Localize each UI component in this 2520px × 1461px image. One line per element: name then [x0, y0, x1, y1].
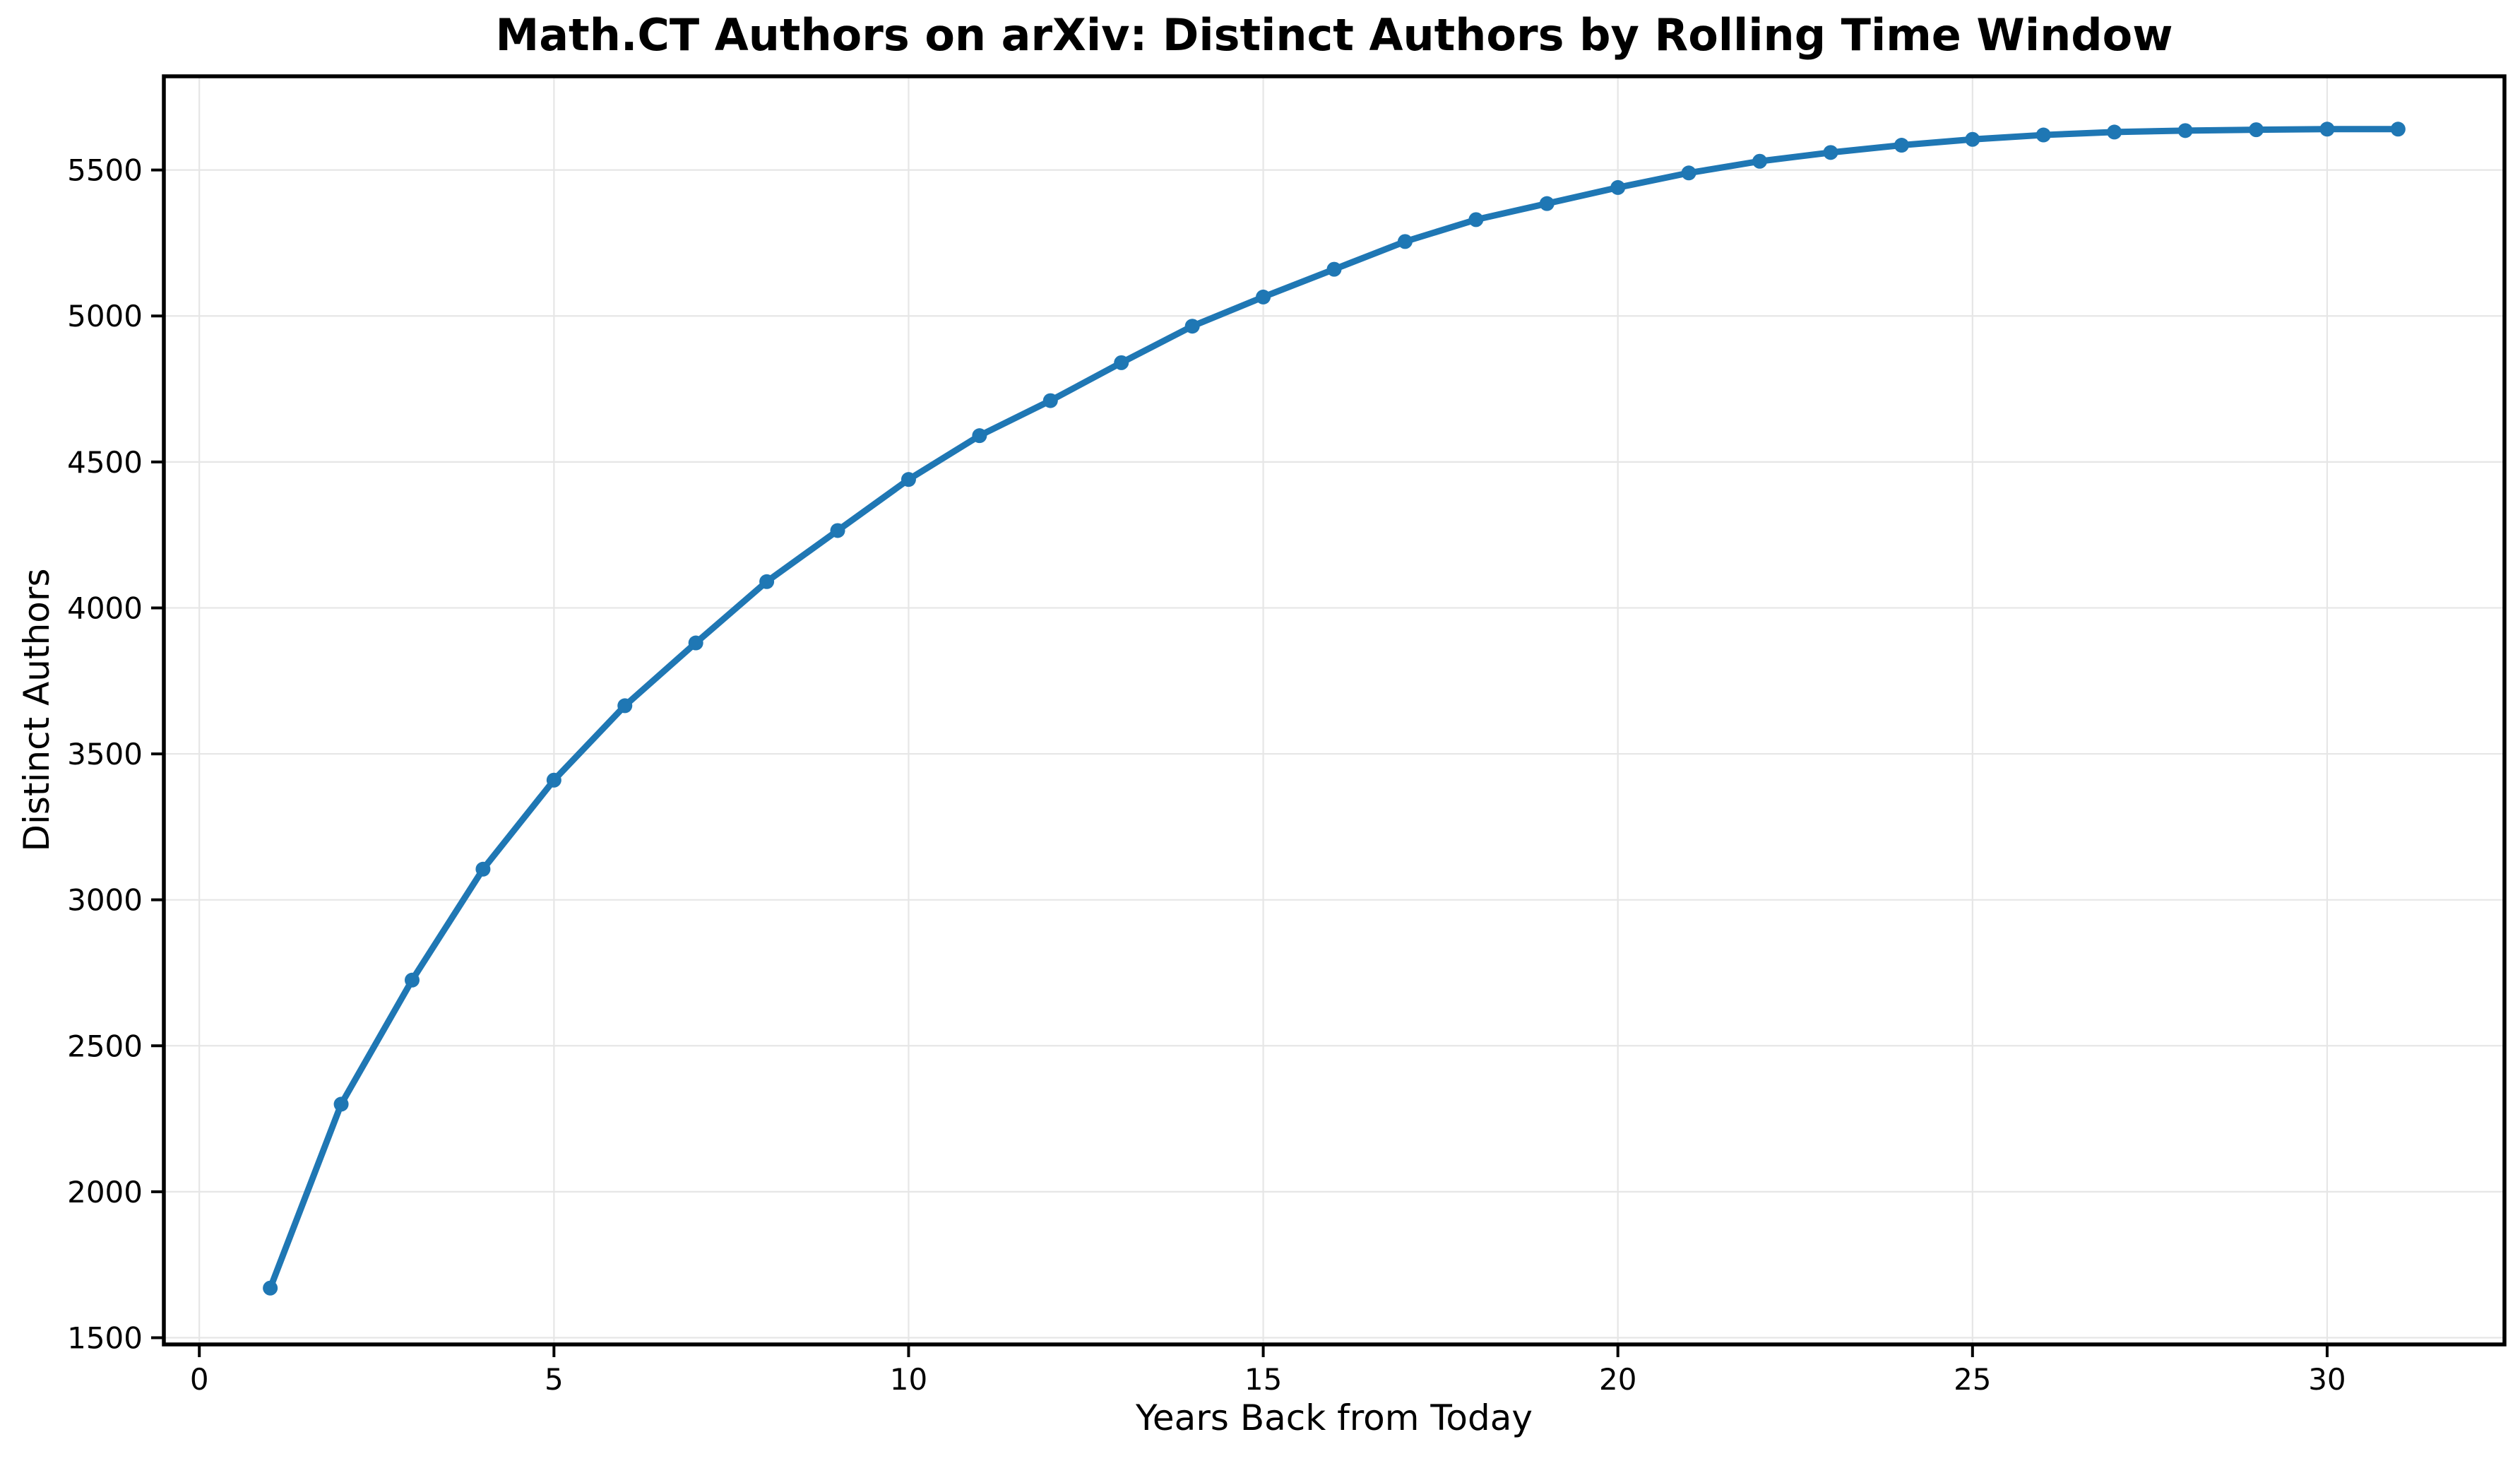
y-tick-label: 5000	[67, 299, 143, 333]
data-point	[1114, 355, 1129, 370]
data-point	[2390, 122, 2406, 137]
data-point	[2249, 122, 2264, 138]
data-point	[972, 428, 987, 444]
data-point	[1539, 196, 1555, 211]
x-tick-label: 30	[2308, 1362, 2346, 1397]
data-point	[1823, 145, 1838, 160]
x-tick-label: 5	[545, 1362, 564, 1397]
x-tick-label: 25	[1954, 1362, 1991, 1397]
y-tick-label: 2000	[67, 1175, 143, 1209]
y-tick-label: 2500	[67, 1029, 143, 1063]
data-point	[1326, 261, 1342, 277]
data-point	[2177, 123, 2193, 138]
x-tick-label: 20	[1599, 1362, 1636, 1397]
data-point	[1681, 165, 1696, 181]
data-point	[1256, 289, 1271, 304]
data-point	[1042, 393, 1058, 408]
chart-title: Math.CT Authors on arXiv: Distinct Autho…	[495, 9, 2173, 61]
y-axis-label: Distinct Authors	[16, 568, 57, 852]
x-tick-label: 15	[1244, 1362, 1282, 1397]
x-tick-label: 10	[890, 1362, 927, 1397]
y-tick-label: 4500	[67, 445, 143, 480]
data-point	[830, 523, 845, 538]
y-tick-label: 5500	[67, 153, 143, 188]
data-point	[1468, 212, 1484, 227]
data-point	[1397, 234, 1413, 249]
data-point	[404, 972, 420, 988]
data-point	[1894, 138, 1909, 153]
data-point	[263, 1280, 278, 1296]
data-point	[688, 635, 703, 651]
data-point	[1752, 153, 1768, 169]
data-point	[1184, 319, 1200, 334]
data-point	[333, 1096, 349, 1112]
axes-frame	[162, 74, 2507, 1347]
data-point	[2107, 124, 2122, 140]
y-tick-label: 3000	[67, 883, 143, 918]
gridlines	[164, 76, 2504, 1344]
y-tick-label: 1500	[67, 1320, 143, 1355]
data-point	[759, 574, 775, 589]
tick-labels: 0 5 10 15 20 25 30 1500 2000 2500 3000 3500 4000 4500…	[67, 153, 2346, 1397]
x-axis-label: Years Back from Today	[1136, 1397, 1533, 1438]
y-tick-label: 4000	[67, 591, 143, 625]
data-point	[546, 772, 561, 788]
x-tick-label: 0	[190, 1362, 209, 1397]
data-point	[2319, 122, 2335, 137]
tick-marks	[151, 168, 2329, 1357]
data-points	[263, 122, 2406, 1296]
data-point	[1610, 179, 1626, 195]
data-point	[617, 698, 633, 714]
data-point	[901, 472, 916, 487]
y-tick-label: 3500	[67, 737, 143, 771]
data-point	[1965, 131, 1980, 147]
data-point	[475, 861, 491, 877]
data-point	[2035, 127, 2051, 143]
